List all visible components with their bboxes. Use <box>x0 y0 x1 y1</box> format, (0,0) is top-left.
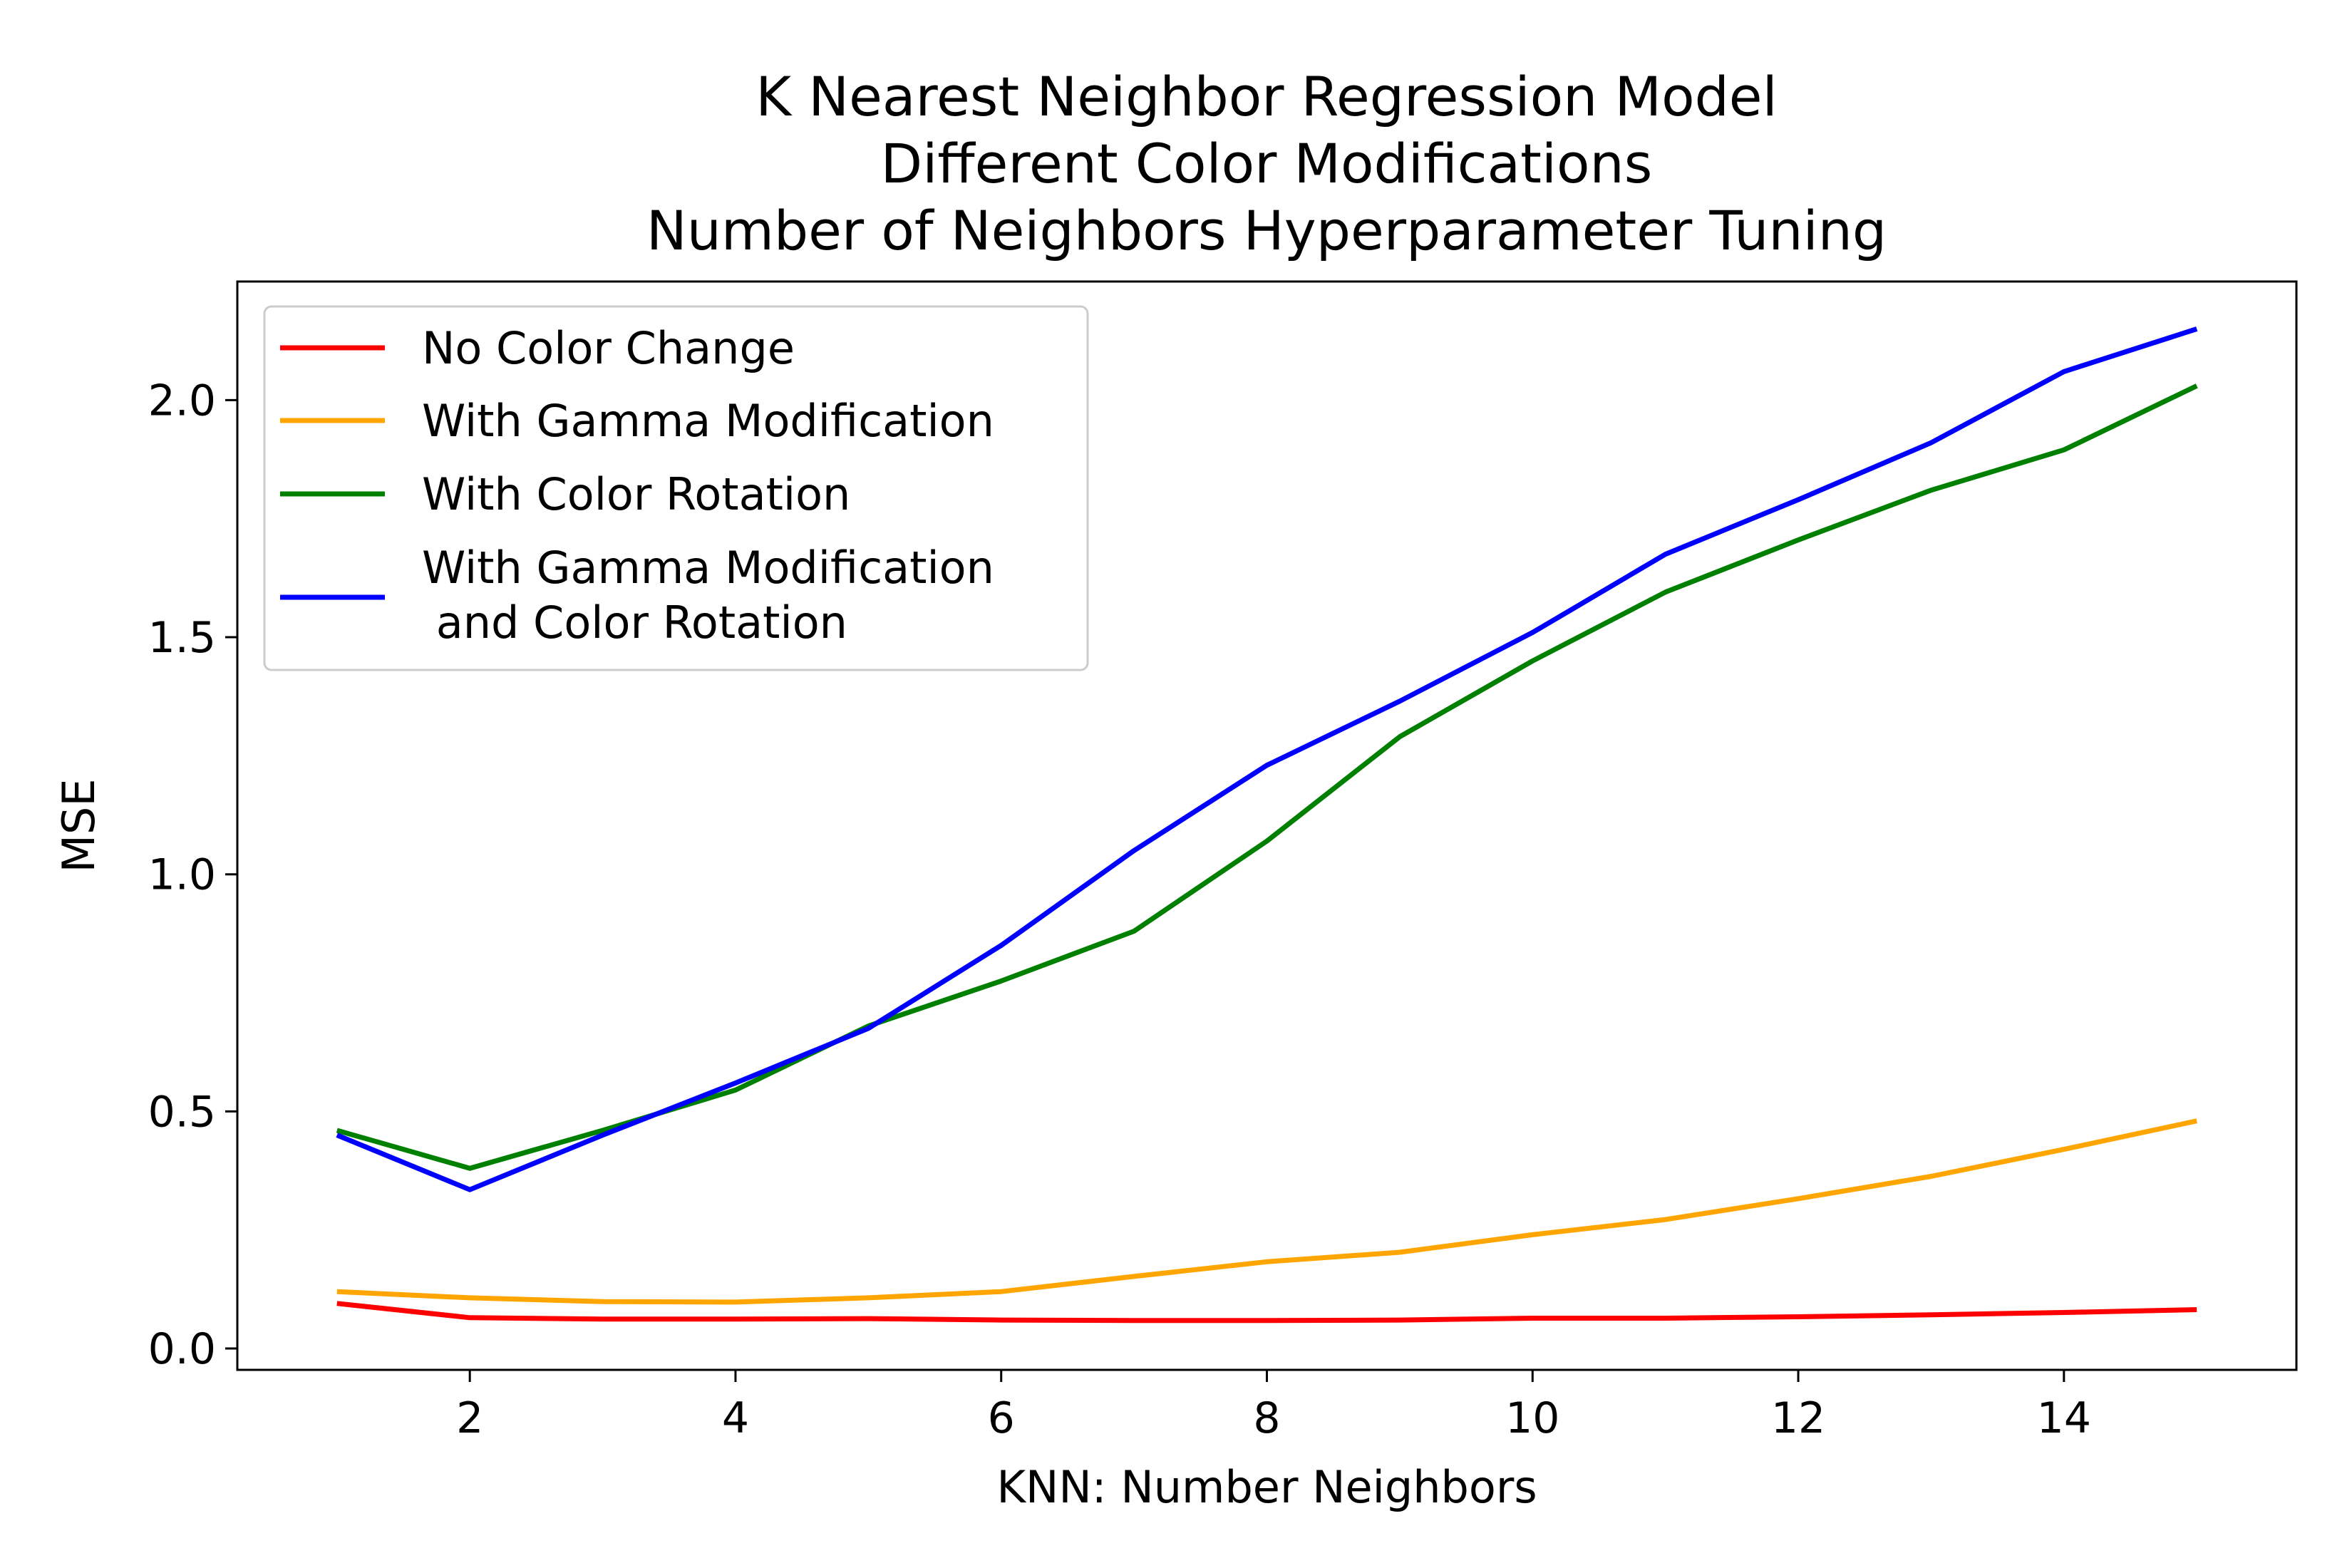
series-line-1 <box>336 1301 2197 1324</box>
title-line-1: K Nearest Neighbor Regression Model <box>755 65 1777 128</box>
legend-label-3: With Color Rotation <box>422 468 850 520</box>
x-tick-label: 8 <box>1253 1393 1280 1443</box>
x-tick-label: 10 <box>1505 1393 1559 1443</box>
legend-box <box>263 305 1089 671</box>
x-tick-label: 14 <box>2037 1393 2091 1443</box>
series-lines <box>336 326 2198 1324</box>
series-line-4 <box>336 326 2198 1192</box>
x-axis-ticks: 2 4 6 8 10 12 14 <box>456 1370 2091 1443</box>
x-axis-label: KNN: Number Neighbors <box>996 1461 1537 1513</box>
legend-label-2: With Gamma Modification <box>422 395 994 447</box>
x-tick-label: 4 <box>722 1393 749 1443</box>
title-line-2: Different Color Modifications <box>881 132 1653 195</box>
series-line-2 <box>336 1118 2197 1305</box>
y-tick-label: 0.5 <box>148 1087 216 1137</box>
y-tick-label: 0.0 <box>148 1324 216 1374</box>
x-tick-label: 12 <box>1771 1393 1825 1443</box>
x-tick-label: 2 <box>456 1393 483 1443</box>
y-tick-label: 1.5 <box>148 613 216 663</box>
legend-label-4: With Gamma Modification and Color Rotati… <box>422 542 994 649</box>
title-line-3: Number of Neighbors Hyperparameter Tunin… <box>646 199 1887 262</box>
x-tick-label: 6 <box>988 1393 1015 1443</box>
legend-label-1: No Color Change <box>422 322 795 374</box>
chart-title: K Nearest Neighbor Regression ModelDiffe… <box>646 65 1887 262</box>
y-axis-label: MSE <box>53 778 105 872</box>
y-tick-label: 2.0 <box>148 376 216 425</box>
y-axis-ticks: 0.0 0.5 1.0 1.5 2.0 <box>148 376 237 1374</box>
legend: No Color Change With Gamma Modification Wi… <box>263 305 1089 671</box>
y-tick-label: 1.0 <box>148 850 216 900</box>
